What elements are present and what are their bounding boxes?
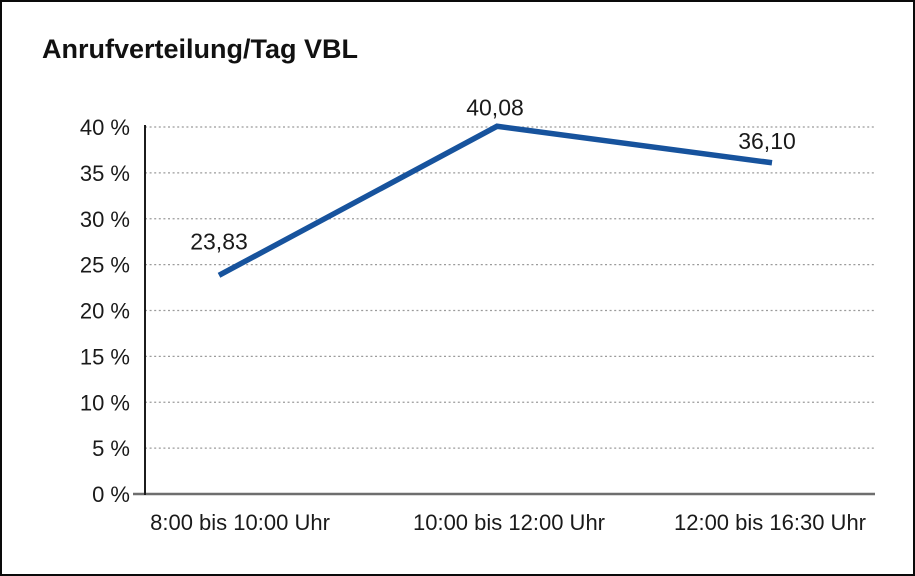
y-tick-label: 25 % xyxy=(80,253,130,278)
chart-title: Anrufverteilung/Tag VBL xyxy=(42,34,359,64)
x-category-label: 12:00 bis 16:30 Uhr xyxy=(674,510,866,535)
data-point-label: 36,10 xyxy=(738,128,796,154)
y-tick-label: 15 % xyxy=(80,344,130,369)
data-point-label: 23,83 xyxy=(190,228,248,254)
data-point-label: 40,08 xyxy=(466,94,524,120)
y-tick-label: 5 % xyxy=(92,436,130,461)
y-tick-label: 40 % xyxy=(80,115,130,140)
y-tick-label: 20 % xyxy=(80,299,130,324)
y-tick-label: 30 % xyxy=(80,207,130,232)
y-tick-label: 35 % xyxy=(80,161,130,186)
series-line xyxy=(217,123,773,278)
y-tick-label: 0 % xyxy=(92,482,130,507)
y-tick-label: 10 % xyxy=(80,390,130,415)
x-category-label: 10:00 bis 12:00 Uhr xyxy=(413,510,605,535)
x-category-label: 8:00 bis 10:00 Uhr xyxy=(150,510,330,535)
